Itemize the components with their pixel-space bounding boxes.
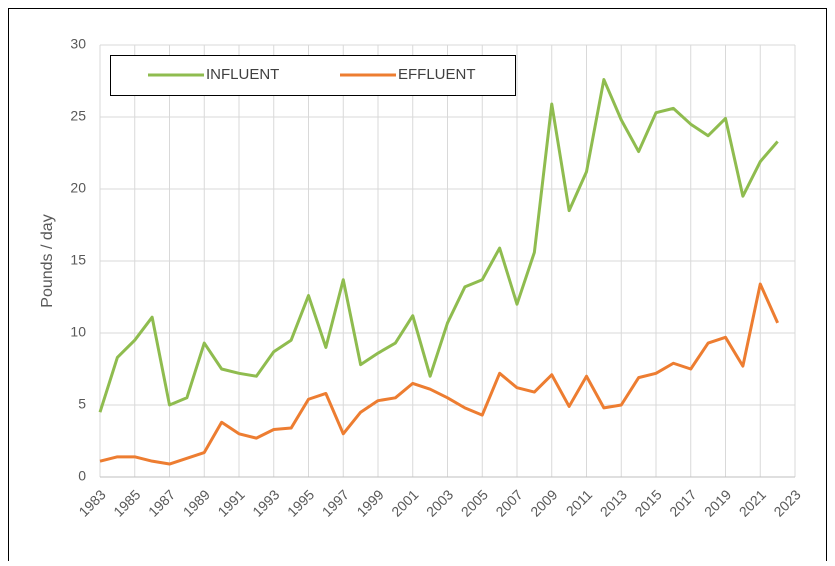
y-axis-label: Pounds / day	[39, 214, 56, 307]
y-tick-label: 30	[70, 36, 86, 52]
x-tick-label: 2007	[492, 486, 525, 519]
x-tick-label: 2023	[770, 486, 803, 519]
x-tick-label: 1983	[75, 486, 108, 519]
x-tick-label: 2013	[597, 486, 630, 519]
x-tick-label: 2015	[631, 486, 664, 519]
x-tick-label: 1991	[214, 486, 247, 519]
x-tick-label: 2001	[388, 486, 421, 519]
x-tick-label: 1995	[284, 486, 317, 519]
line	[98, 78, 779, 413]
x-tick-label: 2005	[458, 486, 491, 519]
x-tick-label: 2017	[666, 486, 699, 519]
y-tick-label: 5	[78, 396, 86, 412]
y-tick-label: 20	[70, 180, 86, 196]
x-tick-label: 2021	[736, 486, 769, 519]
x-tick-label: 2011	[563, 486, 596, 519]
x-tick-label: 1985	[110, 486, 143, 519]
legend-label: EFFLUENT	[398, 66, 476, 83]
line	[99, 282, 779, 466]
y-tick-label: 0	[78, 468, 86, 484]
x-tick-label: 2019	[701, 486, 734, 519]
x-tick-label: 2003	[423, 486, 456, 519]
legend-label: INFLUENT	[206, 66, 279, 83]
y-tick-label: 10	[70, 324, 86, 340]
y-tick-label: 25	[70, 108, 86, 124]
x-tick-label: 2009	[527, 486, 560, 519]
x-tick-label: 1987	[145, 486, 178, 519]
y-tick-label: 15	[70, 252, 86, 268]
x-tick-label: 1993	[249, 486, 282, 519]
x-tick-label: 1989	[180, 486, 213, 519]
frame	[8, 8, 827, 566]
x-tick-label: 1997	[319, 486, 352, 519]
x-tick-label: 1999	[353, 486, 386, 519]
